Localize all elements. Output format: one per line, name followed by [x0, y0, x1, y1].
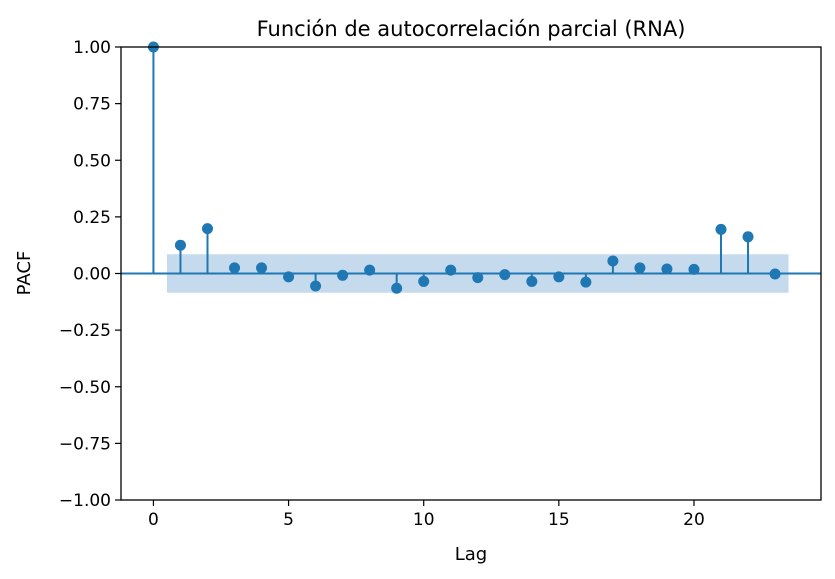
- x-axis: 0 5 10 15 20: [148, 500, 705, 530]
- stem-marker: [742, 231, 754, 243]
- y-tick-label: −0.75: [59, 434, 111, 454]
- stem-marker: [391, 282, 403, 294]
- stem-marker: [634, 262, 646, 274]
- stem-marker: [445, 264, 457, 276]
- x-tick-label: 0: [148, 510, 159, 530]
- stem-marker: [580, 276, 592, 288]
- stem-marker: [283, 271, 295, 283]
- y-tick-label: −1.00: [59, 491, 111, 511]
- stem-series: [147, 41, 781, 294]
- stem-marker: [229, 262, 241, 274]
- y-tick-label: 1.00: [73, 38, 111, 58]
- x-axis-label: Lag: [455, 544, 487, 565]
- stem-marker: [607, 255, 619, 267]
- stem-marker: [553, 271, 565, 283]
- stem-marker: [201, 223, 213, 235]
- chart-title: Función de autocorrelación parcial (RNA): [257, 17, 686, 41]
- y-tick-label: 0.00: [73, 265, 111, 285]
- stem-marker: [472, 272, 484, 284]
- stem-marker: [661, 263, 673, 275]
- stem-marker: [715, 223, 727, 235]
- y-tick-label: 0.25: [73, 208, 111, 228]
- stem-marker: [526, 275, 538, 287]
- x-tick-label: 15: [548, 510, 570, 530]
- stem-marker: [688, 263, 700, 275]
- stem-marker: [174, 239, 186, 251]
- stem-marker: [337, 269, 349, 281]
- x-tick-label: 5: [283, 510, 294, 530]
- y-tick-label: 0.75: [73, 95, 111, 115]
- stem-marker: [256, 262, 268, 274]
- y-tick-label: −0.50: [59, 378, 111, 398]
- stem-marker: [769, 268, 781, 280]
- y-tick-label: −0.25: [59, 321, 111, 341]
- y-axis-label: PACF: [14, 251, 35, 296]
- stem-marker: [418, 275, 430, 287]
- stem-marker: [310, 280, 322, 292]
- plot-frame: [120, 46, 822, 501]
- y-tick-label: 0.50: [73, 151, 111, 171]
- x-tick-label: 20: [683, 510, 705, 530]
- stem-marker: [499, 269, 511, 281]
- x-tick-label: 10: [413, 510, 435, 530]
- stem-marker: [364, 264, 376, 276]
- y-axis: 1.00 0.75 0.50 0.25 0.00 −0.25 −0.50 −0.75 −1.00: [59, 38, 121, 511]
